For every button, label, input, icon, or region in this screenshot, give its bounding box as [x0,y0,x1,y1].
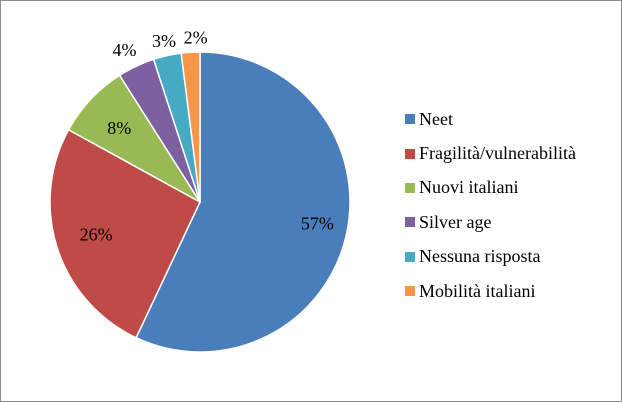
legend-swatch [405,114,415,125]
legend-item: Mobilità italiani [405,274,617,308]
legend-swatch [405,182,415,193]
legend-label: Fragilità/vulnerabilità [419,143,576,164]
legend-swatch [405,217,415,228]
legend-label: Silver age [419,211,492,232]
pie-slice-neet [135,51,351,353]
legend-item: Silver age [405,205,617,239]
legend: Neet Fragilità/vulnerabilità Nuovi italian… [405,102,617,308]
data-label-nessuna-risposta: 3% [152,31,176,51]
legend-item: Nuovi italiani [405,171,617,205]
legend-label: Nuovi italiani [419,177,519,198]
legend-item: Nessuna risposta [405,240,617,274]
data-label-nuovi-italiani: 8% [107,118,131,138]
pie-slice-mobilit-italiani [180,51,201,203]
data-label-mobilit-italiani: 2% [184,27,208,47]
legend-swatch [405,251,415,262]
legend-label: Mobilità italiani [419,280,536,301]
data-label-neet: 57% [301,214,334,234]
legend-label: Neet [419,108,453,129]
legend-swatch [405,286,415,297]
legend-item: Fragilità/vulnerabilità [405,136,617,170]
data-label-silver-age: 4% [112,40,136,60]
legend-item: Neet [405,102,617,136]
legend-label: Nessuna risposta [419,246,541,267]
legend-swatch [405,148,415,159]
data-label-fragilit-vulnerabilit-: 26% [80,224,113,244]
